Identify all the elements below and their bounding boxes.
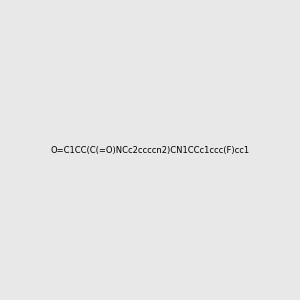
Text: O=C1CC(C(=O)NCc2ccccn2)CN1CCc1ccc(F)cc1: O=C1CC(C(=O)NCc2ccccn2)CN1CCc1ccc(F)cc1 — [50, 146, 250, 154]
